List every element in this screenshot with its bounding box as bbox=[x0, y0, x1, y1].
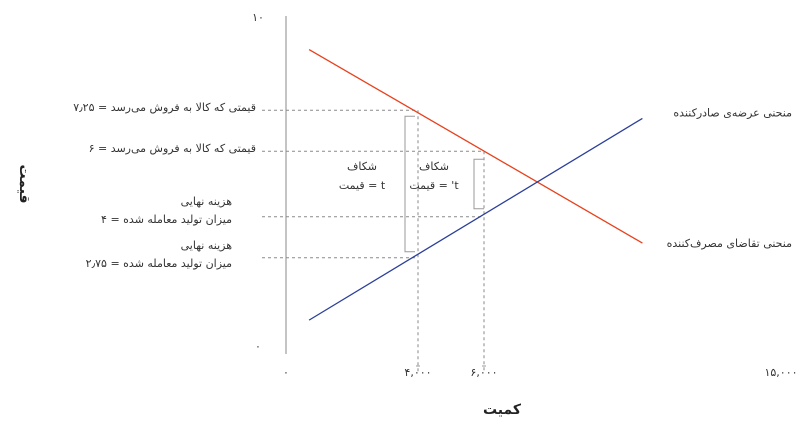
marginal-cost-label: میزان تولید معامله شده = ۴ bbox=[101, 213, 232, 226]
demand-curve-label: منحنی تقاضای مصرف‌کننده bbox=[667, 237, 792, 250]
reference-lines bbox=[262, 109, 485, 372]
gap-t-bracket bbox=[404, 115, 415, 253]
gap-t-value: قیمت = t bbox=[339, 179, 386, 192]
y-axis-title: قیمت bbox=[16, 164, 32, 203]
marginal-cost-label: میزان تولید معامله شده = ۲٫۷۵ bbox=[86, 257, 232, 270]
y-tick-label: ۰ bbox=[255, 340, 261, 353]
marginal-cost-label: هزینه نهایی bbox=[181, 239, 233, 252]
supply-curve-line bbox=[308, 117, 643, 321]
marginal-cost-label: هزینه نهایی bbox=[181, 195, 233, 208]
x-tick-label: ۶,۰۰۰ bbox=[470, 366, 497, 379]
gap-t-prime-value: قیمت = 't bbox=[409, 179, 459, 192]
x-tick-label: ۱۵,۰۰۰ bbox=[764, 366, 797, 379]
series bbox=[308, 48, 643, 321]
gap-t-prime-title: شکاف bbox=[419, 160, 449, 173]
labels: منحنی تقاضای مصرف‌کننده منحنی عرضه‌ی صادر… bbox=[73, 101, 792, 270]
y-tick-label: ۱۰ bbox=[252, 11, 264, 24]
x-tick-label: ۰ bbox=[283, 366, 289, 379]
gap-t-prime-bracket bbox=[473, 158, 484, 210]
x-tick-label: ۴,۰۰۰ bbox=[404, 366, 431, 379]
gap-t-title: شکاف bbox=[347, 160, 377, 173]
price-label: قیمتی که کالا به فروش می‌رسد = ۶ bbox=[89, 142, 256, 155]
supply-curve-label: منحنی عرضه‌ی صادرکننده bbox=[673, 106, 792, 119]
axes: ۰ ۴,۰۰۰ ۶,۰۰۰ ۱۵,۰۰۰ ۱۰ ۰ bbox=[252, 11, 797, 379]
demand-curve-line bbox=[308, 48, 643, 244]
price-label: قیمتی که کالا به فروش می‌رسد = ۷٫۲۵ bbox=[73, 101, 256, 114]
x-axis-title: کمیت bbox=[483, 402, 522, 418]
